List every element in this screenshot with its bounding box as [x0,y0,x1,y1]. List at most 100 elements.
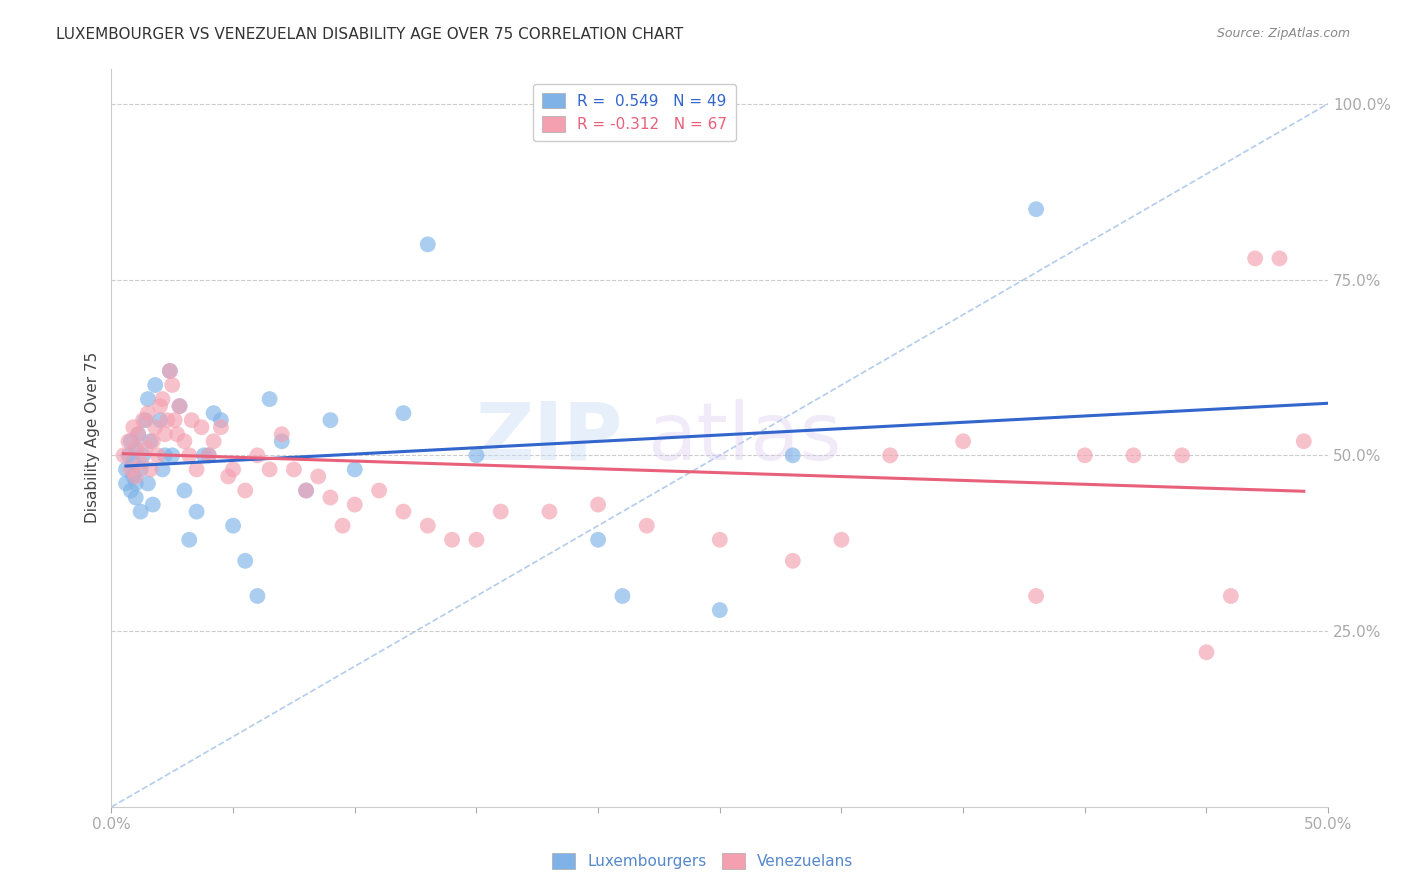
Point [120,483,142,498]
Point [139,434,162,449]
Point [1025,589,1047,603]
Point [134,413,156,427]
Point [319,413,342,427]
Point [217,469,239,483]
Point [222,462,245,476]
Point [179,533,201,547]
Point [209,420,232,434]
Legend: R =  0.549   N = 49, R = -0.312   N = 67: R = 0.549 N = 49, R = -0.312 N = 67 [533,84,737,142]
Point [202,406,225,420]
Point [115,462,138,476]
Point [153,427,176,442]
Point [152,462,174,476]
Point [152,392,174,406]
Point [332,518,354,533]
Point [117,434,139,449]
Point [830,533,852,547]
Point [173,434,195,449]
Point [1244,252,1267,266]
Point [222,518,245,533]
Point [153,448,176,462]
Point [233,554,256,568]
Point [416,518,439,533]
Point [782,448,804,462]
Point [197,448,219,462]
Point [295,483,318,498]
Point [129,462,152,476]
Point [709,603,731,617]
Point [163,413,186,427]
Point [1171,448,1194,462]
Point [186,505,208,519]
Point [122,420,145,434]
Point [146,448,169,462]
Point [295,483,318,498]
Point [586,533,609,547]
Point [1074,448,1097,462]
Point [149,413,172,427]
Point [1195,645,1218,659]
Point [246,589,269,603]
Point [270,427,292,442]
Point [636,518,658,533]
Point [246,448,269,462]
Point [190,420,212,434]
Point [125,469,148,483]
Point [129,505,152,519]
Point [879,448,901,462]
Point [270,434,292,449]
Point [136,406,159,420]
Point [122,469,145,483]
Point [127,427,149,442]
Point [142,434,165,449]
Point [283,462,305,476]
Point [233,483,256,498]
Point [143,378,166,392]
Point [120,462,142,476]
Point [538,505,561,519]
Point [782,554,804,568]
Point [1025,202,1047,217]
Point [173,483,195,498]
Point [441,533,464,547]
Point [209,413,232,427]
Point [139,462,162,476]
Point [156,413,179,427]
Point [122,455,145,469]
Point [179,448,201,462]
Text: atlas: atlas [647,399,841,476]
Point [1292,434,1315,449]
Point [465,448,488,462]
Point [489,505,512,519]
Point [586,498,609,512]
Point [343,462,366,476]
Point [197,448,219,462]
Point [125,442,148,456]
Point [129,455,152,469]
Point [132,413,155,427]
Point [202,434,225,449]
Point [259,462,281,476]
Point [136,392,159,406]
Text: LUXEMBOURGER VS VENEZUELAN DISABILITY AGE OVER 75 CORRELATION CHART: LUXEMBOURGER VS VENEZUELAN DISABILITY AG… [56,27,683,42]
Point [166,427,188,442]
Point [392,406,415,420]
Point [159,364,181,378]
Point [180,413,202,427]
Point [149,399,172,413]
Point [143,420,166,434]
Point [259,392,281,406]
Point [612,589,634,603]
Point [132,448,155,462]
Point [142,498,165,512]
Point [169,399,191,413]
Point [368,483,391,498]
Point [1122,448,1144,462]
Point [465,533,488,547]
Point [186,462,208,476]
Point [134,442,156,456]
Point [117,448,139,462]
Point [125,491,148,505]
Point [709,533,731,547]
Text: Source: ZipAtlas.com: Source: ZipAtlas.com [1216,27,1350,40]
